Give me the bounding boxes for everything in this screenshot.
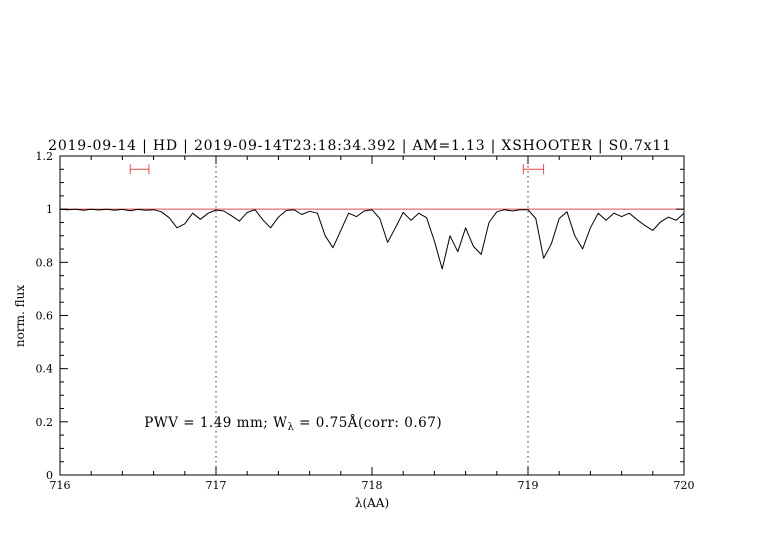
y-tick-label: 0.4	[36, 363, 54, 376]
pwv-annotation: PWV = 1.49 mm; Wλ = 0.75Å(corr: 0.67)	[144, 415, 442, 433]
annotation-lambda-subscript: λ	[288, 422, 295, 433]
y-tick-label: 0.8	[36, 256, 54, 269]
x-tick-label: 718	[362, 479, 383, 492]
y-tick-label: 0.2	[36, 416, 54, 429]
annotation-post: = 0.75Å(corr: 0.67)	[294, 415, 442, 431]
x-tick-label: 720	[674, 479, 695, 492]
plot-title: 2019-09-14 | HD | 2019-09-14T23:18:34.39…	[48, 138, 672, 154]
annotation-pre: PWV = 1.49 mm; W	[144, 415, 287, 431]
spectrum-line	[59, 208, 685, 270]
y-tick-label: 0	[46, 469, 53, 482]
x-tick-label: 716	[50, 479, 71, 492]
y-tick-label: 1.2	[36, 150, 54, 163]
y-tick-label: 0.6	[36, 310, 54, 323]
y-axis-label: norm. flux	[13, 285, 27, 347]
x-axis-label: λ(AA)	[355, 496, 389, 510]
x-tick-label: 717	[206, 479, 227, 492]
x-tick-label: 719	[518, 479, 539, 492]
y-tick-label: 1	[46, 203, 53, 216]
plot-generated-layer: 716 717 718 719 720 0 0.2 0.4 0.6 0.8 1 1.2	[36, 150, 695, 492]
